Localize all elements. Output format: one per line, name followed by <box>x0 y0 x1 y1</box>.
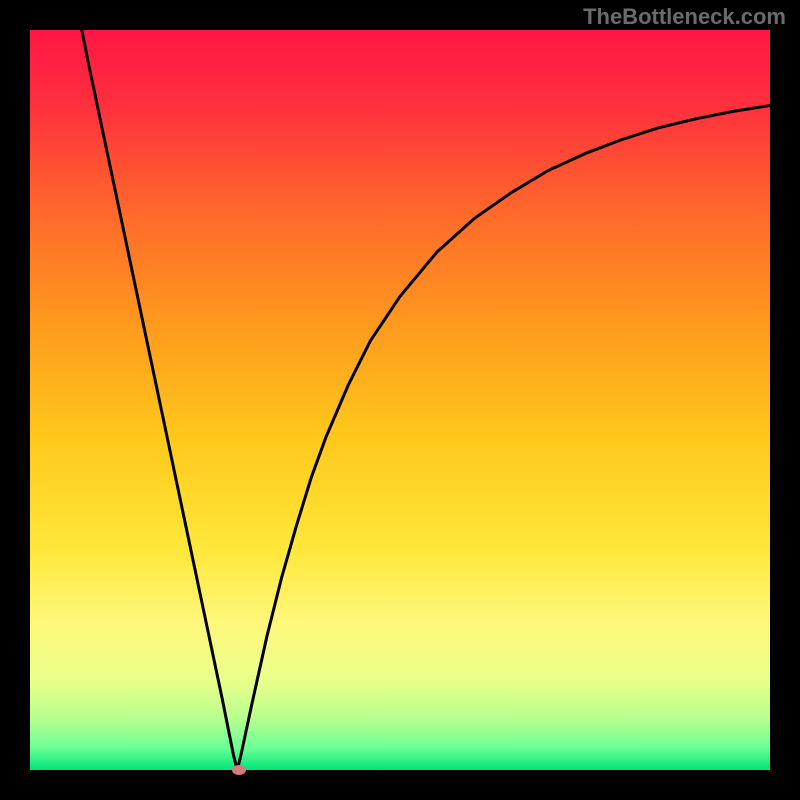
bottleneck-curve <box>82 30 770 770</box>
chart-frame: TheBottleneck.com <box>0 0 800 800</box>
watermark-text: TheBottleneck.com <box>583 4 786 30</box>
minimum-marker <box>232 765 246 775</box>
plot-area <box>30 30 770 770</box>
curve-layer <box>30 30 770 770</box>
